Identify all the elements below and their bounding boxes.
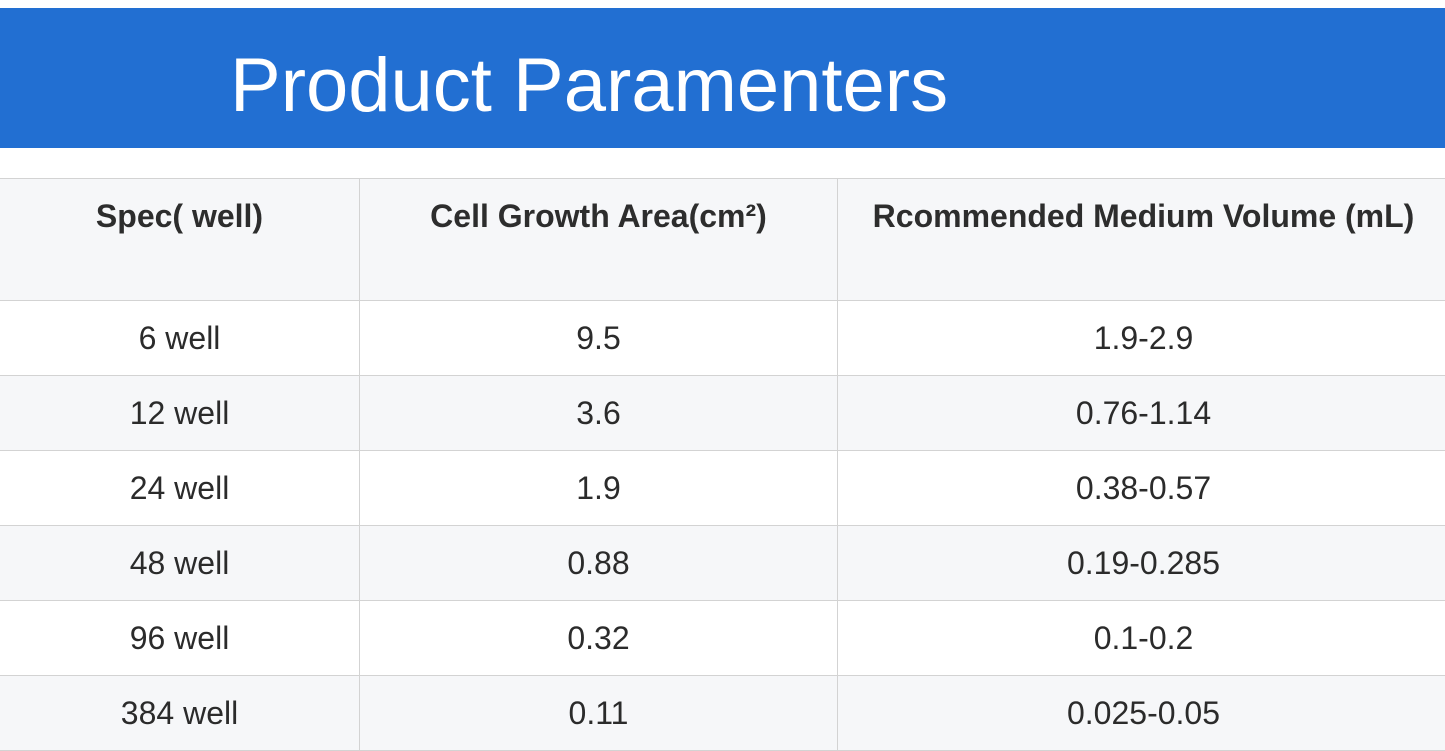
table-row: 24 well 1.9 0.38-0.57 <box>0 451 1445 526</box>
header-spec: Spec( well) <box>0 179 360 301</box>
table-header-row: Spec( well) Cell Growth Area(cm²) Rcomme… <box>0 179 1445 301</box>
product-parameters-table: Spec( well) Cell Growth Area(cm²) Rcomme… <box>0 178 1445 751</box>
page-title: Product Paramenters <box>230 36 948 136</box>
cell-spec: 48 well <box>0 526 360 601</box>
table-row: 6 well 9.5 1.9-2.9 <box>0 301 1445 376</box>
cell-medium-volume: 0.025-0.05 <box>838 676 1445 751</box>
cell-spec: 6 well <box>0 301 360 376</box>
header-medium-volume: Rcommended Medium Volume (mL) <box>838 179 1445 301</box>
cell-growth-area: 0.32 <box>360 601 838 676</box>
cell-spec: 96 well <box>0 601 360 676</box>
cell-growth-area: 0.88 <box>360 526 838 601</box>
cell-medium-volume: 0.76-1.14 <box>838 376 1445 451</box>
cell-growth-area: 1.9 <box>360 451 838 526</box>
cell-growth-area: 3.6 <box>360 376 838 451</box>
cell-spec: 384 well <box>0 676 360 751</box>
cell-growth-area: 9.5 <box>360 301 838 376</box>
cell-spec: 12 well <box>0 376 360 451</box>
table-row: 96 well 0.32 0.1-0.2 <box>0 601 1445 676</box>
cell-spec: 24 well <box>0 451 360 526</box>
cell-medium-volume: 1.9-2.9 <box>838 301 1445 376</box>
cell-medium-volume: 0.38-0.57 <box>838 451 1445 526</box>
cell-medium-volume: 0.19-0.285 <box>838 526 1445 601</box>
cell-medium-volume: 0.1-0.2 <box>838 601 1445 676</box>
header-cell-growth-area: Cell Growth Area(cm²) <box>360 179 838 301</box>
table-row: 48 well 0.88 0.19-0.285 <box>0 526 1445 601</box>
table-row: 384 well 0.11 0.025-0.05 <box>0 676 1445 751</box>
cell-growth-area: 0.11 <box>360 676 838 751</box>
title-banner: Product Paramenters <box>0 8 1445 148</box>
table-row: 12 well 3.6 0.76-1.14 <box>0 376 1445 451</box>
